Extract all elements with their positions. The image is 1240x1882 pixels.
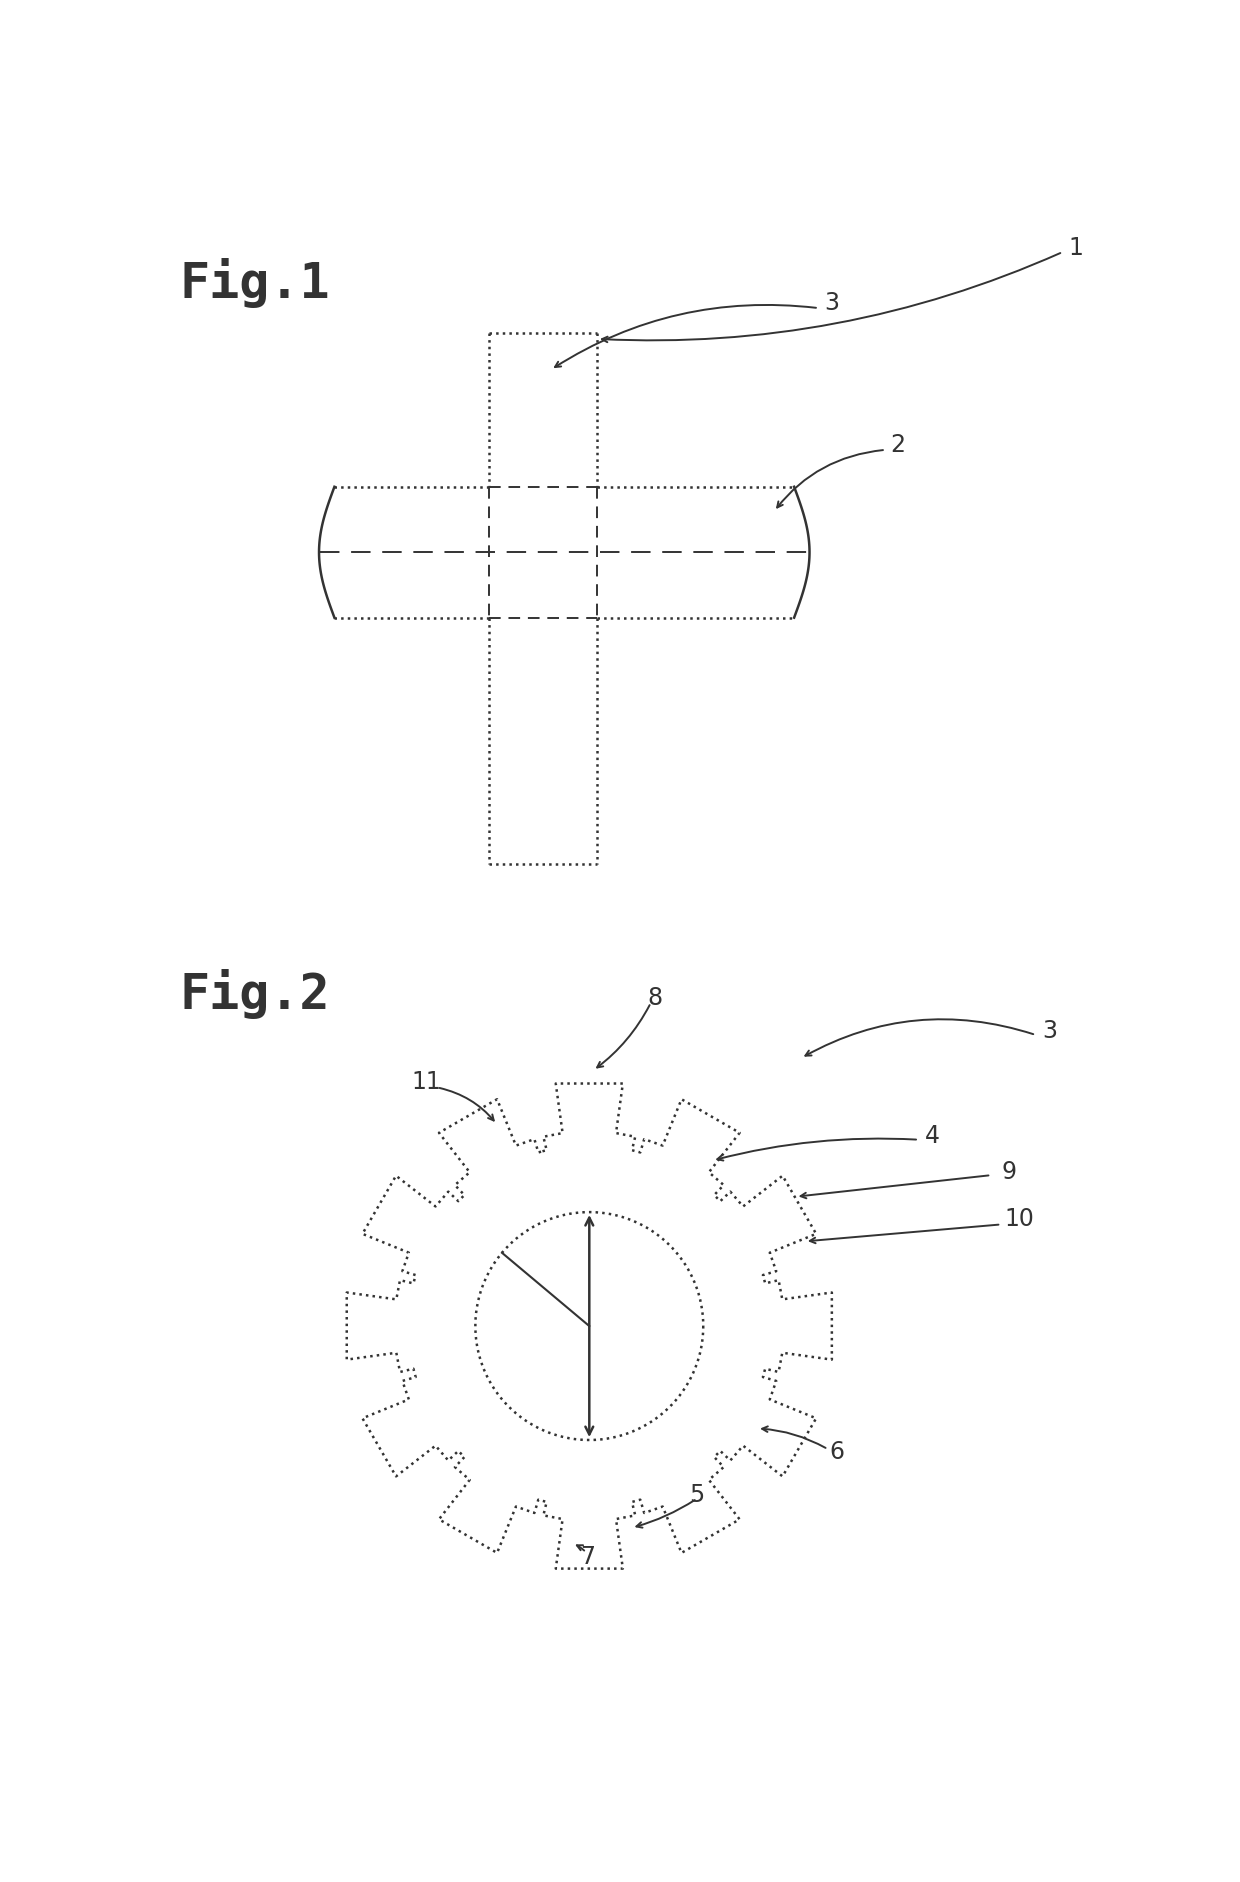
Text: 5: 5	[689, 1483, 704, 1506]
Text: Fig.2: Fig.2	[180, 969, 330, 1018]
Text: 2: 2	[890, 433, 905, 457]
Text: Fig.1: Fig.1	[180, 258, 330, 309]
Text: 4: 4	[925, 1124, 940, 1148]
Text: 1: 1	[1069, 235, 1084, 260]
Text: 6: 6	[830, 1440, 844, 1462]
Text: 3: 3	[825, 292, 839, 314]
Text: 10: 10	[1004, 1206, 1034, 1231]
Text: 7: 7	[580, 1543, 595, 1568]
Text: 11: 11	[412, 1069, 441, 1093]
Text: 3: 3	[1043, 1018, 1058, 1043]
Text: 8: 8	[647, 984, 662, 1009]
Text: 9: 9	[1002, 1159, 1017, 1184]
